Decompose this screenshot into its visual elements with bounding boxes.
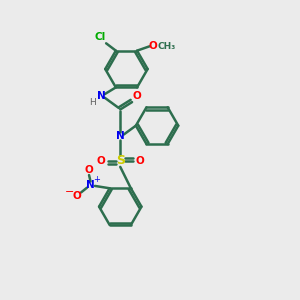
- Text: O: O: [136, 156, 144, 166]
- Text: N: N: [116, 131, 124, 141]
- Text: −: −: [65, 188, 75, 197]
- Text: N: N: [97, 91, 106, 101]
- Text: N: N: [86, 180, 95, 190]
- Text: S: S: [116, 154, 125, 167]
- Text: H: H: [89, 98, 96, 107]
- Text: O: O: [72, 191, 81, 201]
- Text: O: O: [149, 41, 158, 51]
- Text: CH₃: CH₃: [158, 42, 175, 51]
- Text: O: O: [96, 156, 105, 166]
- Text: O: O: [132, 91, 141, 101]
- Text: O: O: [85, 165, 93, 175]
- Text: Cl: Cl: [94, 32, 105, 42]
- Text: +: +: [94, 175, 100, 184]
